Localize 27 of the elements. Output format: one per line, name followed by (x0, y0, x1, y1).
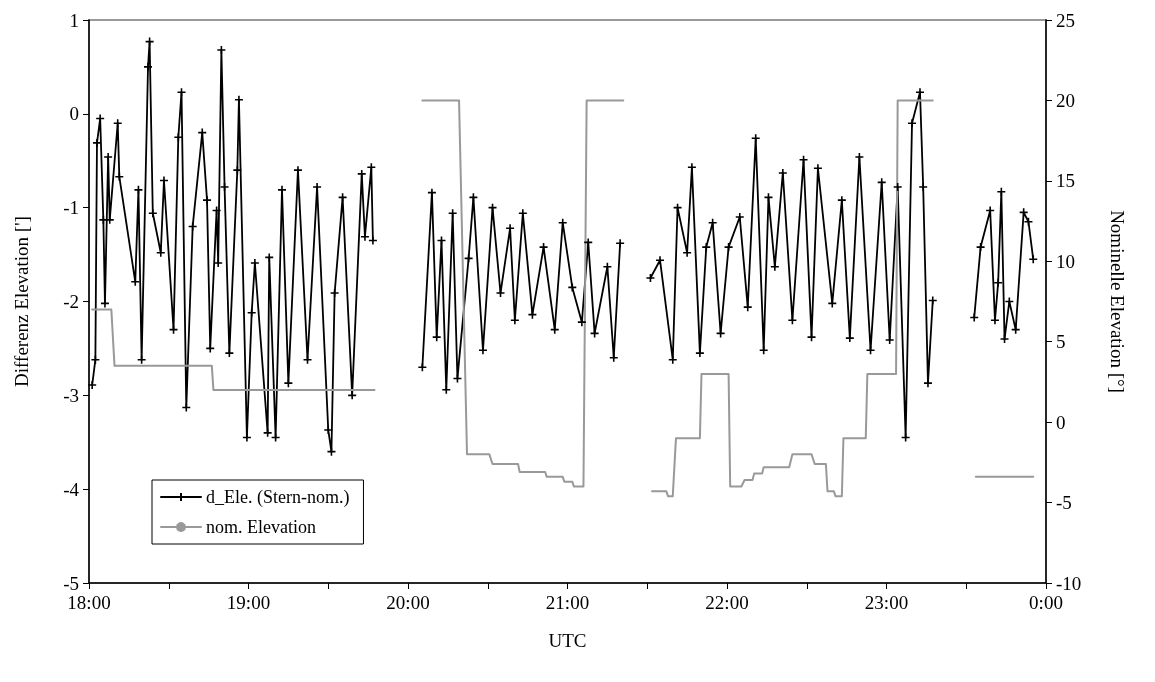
y-axis-title: Differenz Elevation ['] (11, 216, 32, 387)
x-tick-label: 18:00 (67, 592, 111, 613)
y-tick-label: -4 (63, 478, 80, 500)
y2-tick-label: 0 (1056, 411, 1066, 433)
y-tick-label: -3 (63, 384, 79, 406)
y2-tick-label: -5 (1056, 492, 1072, 514)
y-tick-label: 0 (69, 103, 79, 125)
y-tick-label: -5 (63, 572, 79, 594)
y2-tick-label: 5 (1056, 331, 1066, 353)
x-tick-label: 21:00 (545, 592, 590, 613)
y2-tick-label: 25 (1056, 9, 1075, 31)
x-tick-label: 0:00 (1029, 592, 1063, 613)
y2-tick-label: 20 (1056, 89, 1075, 111)
x-tick-label: 22:00 (705, 592, 749, 613)
y-tick-label: -1 (63, 197, 79, 219)
y-tick-label: -2 (63, 291, 79, 312)
legend-label: nom. Elevation (206, 517, 316, 537)
y2-tick-label: 10 (1056, 250, 1075, 272)
y-tick-label: 1 (69, 9, 79, 31)
legend-label: d_Ele. (Stern-nom.) (206, 487, 350, 508)
y2-axis-title: Nominelle Elevation [°] (1107, 210, 1128, 393)
x-tick-label: 20:00 (386, 592, 430, 613)
x-tick-label: 19:00 (226, 592, 271, 613)
x-axis-title: UTC (548, 630, 587, 651)
x-tick-label: 23:00 (864, 592, 909, 613)
y2-tick-label: -10 (1056, 572, 1082, 594)
y2-tick-label: 15 (1056, 170, 1075, 192)
